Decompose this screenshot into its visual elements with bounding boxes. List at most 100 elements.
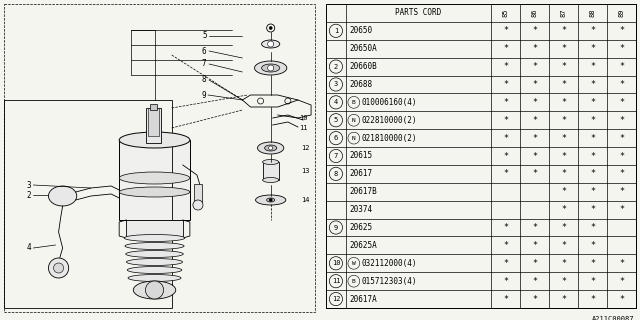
Text: 6: 6 [202, 46, 207, 55]
Ellipse shape [127, 267, 182, 274]
Circle shape [269, 27, 272, 29]
Text: 5: 5 [202, 31, 207, 41]
Text: *: * [590, 205, 595, 214]
Text: *: * [590, 98, 595, 107]
Text: *: * [532, 151, 537, 161]
Text: 86: 86 [531, 9, 538, 17]
Text: 20660B: 20660B [350, 62, 378, 71]
Text: 6: 6 [334, 135, 338, 141]
Text: 11: 11 [299, 125, 307, 131]
Ellipse shape [125, 251, 183, 258]
Text: 9: 9 [334, 225, 338, 230]
Text: 021810000(2): 021810000(2) [362, 134, 417, 143]
Circle shape [145, 281, 164, 299]
Text: 1: 1 [334, 28, 338, 34]
Bar [148, 108, 159, 136]
Text: *: * [561, 151, 566, 161]
Ellipse shape [119, 187, 190, 197]
Text: 88: 88 [589, 9, 595, 17]
Circle shape [269, 146, 273, 150]
Text: 13: 13 [301, 168, 310, 174]
Text: 10: 10 [299, 115, 307, 121]
Text: *: * [619, 134, 624, 143]
Text: 20617A: 20617A [350, 294, 378, 304]
Text: *: * [532, 294, 537, 304]
Text: *: * [561, 294, 566, 304]
Circle shape [268, 65, 274, 71]
Text: *: * [503, 169, 508, 178]
Text: B: B [352, 100, 356, 105]
Bar [150, 104, 157, 110]
Text: *: * [590, 169, 595, 178]
Text: 20617: 20617 [350, 169, 373, 178]
Text: *: * [532, 259, 537, 268]
Text: *: * [590, 259, 595, 268]
Text: *: * [619, 187, 624, 196]
Text: *: * [590, 134, 595, 143]
Text: *: * [532, 80, 537, 89]
Text: *: * [561, 134, 566, 143]
Text: *: * [561, 187, 566, 196]
Text: *: * [503, 151, 508, 161]
Text: *: * [590, 187, 595, 196]
Text: 015712303(4): 015712303(4) [362, 277, 417, 286]
Text: A211C00087: A211C00087 [591, 316, 634, 320]
Text: *: * [561, 116, 566, 125]
Text: 8: 8 [202, 76, 207, 84]
Ellipse shape [262, 159, 279, 164]
Text: *: * [561, 169, 566, 178]
Text: 12: 12 [332, 296, 340, 302]
Text: 9: 9 [202, 91, 207, 100]
Ellipse shape [255, 61, 287, 75]
Text: *: * [561, 80, 566, 89]
Text: *: * [532, 223, 537, 232]
Text: N: N [352, 136, 356, 140]
Text: 2: 2 [26, 190, 31, 199]
Text: *: * [590, 294, 595, 304]
Text: *: * [619, 116, 624, 125]
Text: 20617B: 20617B [350, 187, 378, 196]
Bar [4, 100, 172, 308]
Text: *: * [561, 26, 566, 35]
Text: *: * [503, 44, 508, 53]
Text: *: * [590, 80, 595, 89]
Ellipse shape [267, 198, 275, 202]
Text: N: N [352, 118, 356, 123]
Text: 20374: 20374 [350, 205, 373, 214]
Text: *: * [561, 205, 566, 214]
Text: 10: 10 [332, 260, 340, 266]
Text: 20650: 20650 [350, 26, 373, 35]
Text: PARTS CORD: PARTS CORD [396, 8, 442, 18]
Text: *: * [503, 80, 508, 89]
Text: *: * [561, 98, 566, 107]
Text: *: * [590, 277, 595, 286]
Bar [147, 108, 161, 143]
Ellipse shape [262, 40, 280, 48]
Text: *: * [619, 169, 624, 178]
Circle shape [193, 200, 203, 210]
Ellipse shape [119, 132, 190, 148]
Text: 85: 85 [502, 9, 508, 17]
Text: 4: 4 [334, 99, 338, 105]
Bar [126, 220, 183, 238]
Text: *: * [619, 259, 624, 268]
Text: 032112000(4): 032112000(4) [362, 259, 417, 268]
Text: *: * [503, 294, 508, 304]
Text: *: * [619, 151, 624, 161]
Text: 87: 87 [561, 9, 566, 17]
Text: 7: 7 [334, 153, 338, 159]
Ellipse shape [128, 275, 181, 282]
Text: *: * [532, 26, 537, 35]
Text: 20625A: 20625A [350, 241, 378, 250]
Text: W: W [352, 261, 356, 266]
Text: 89: 89 [618, 9, 625, 17]
Text: 11: 11 [332, 278, 340, 284]
Text: *: * [561, 62, 566, 71]
Text: 20650A: 20650A [350, 44, 378, 53]
Text: 14: 14 [301, 197, 310, 203]
Text: *: * [503, 62, 508, 71]
Circle shape [268, 41, 274, 47]
Text: *: * [561, 277, 566, 286]
Ellipse shape [119, 172, 190, 184]
Text: *: * [503, 98, 508, 107]
